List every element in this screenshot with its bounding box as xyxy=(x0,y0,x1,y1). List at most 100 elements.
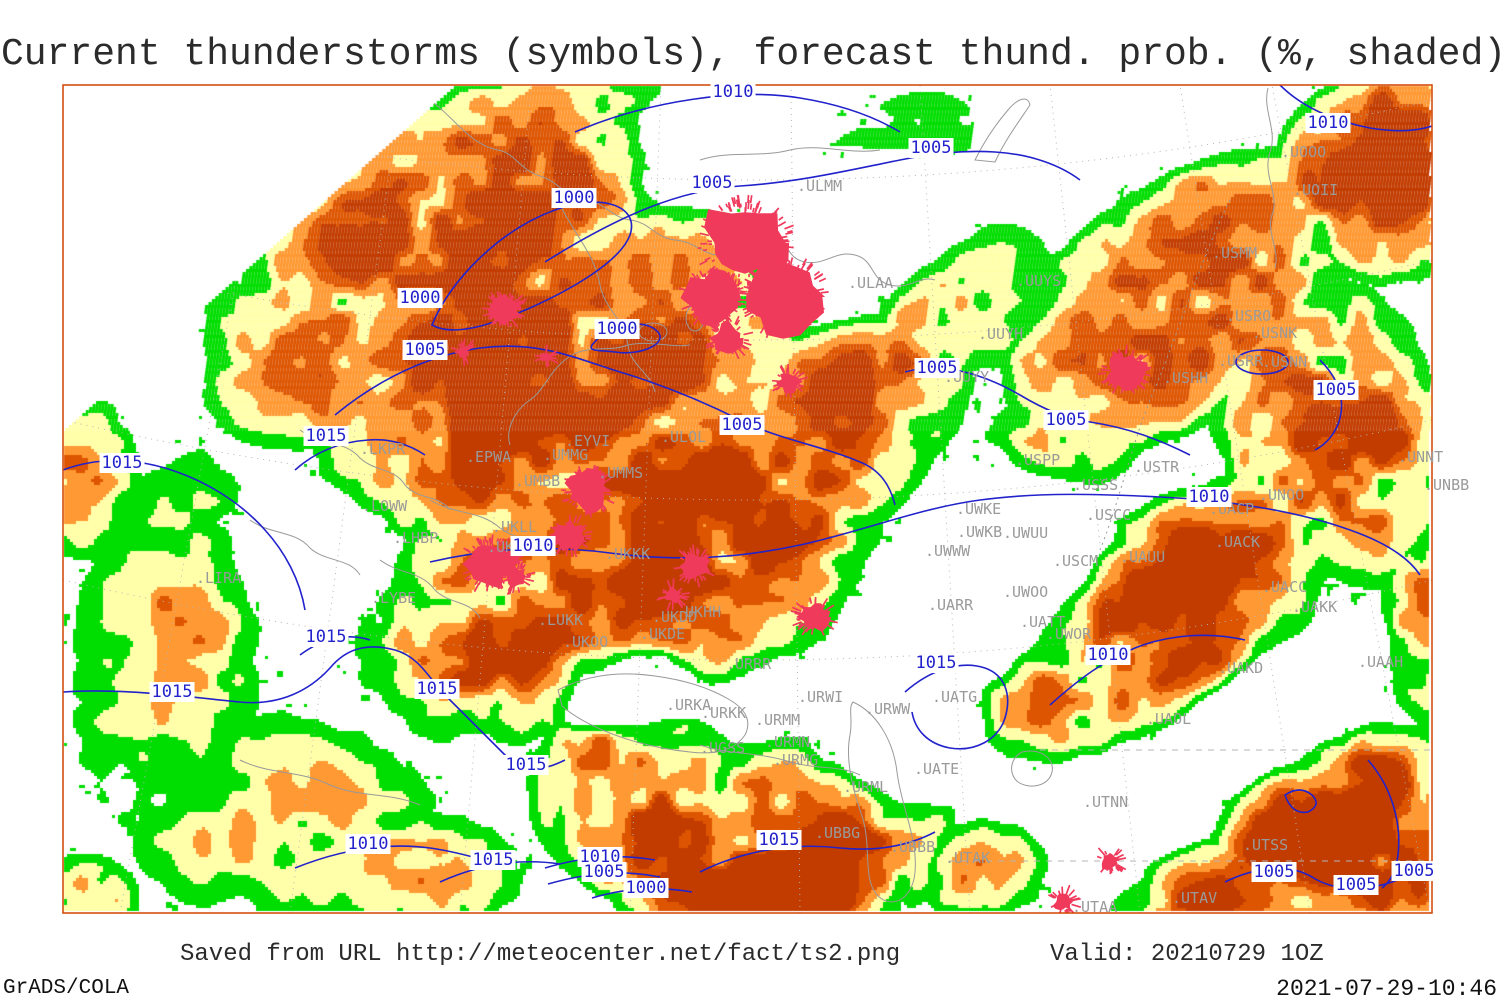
thunderstorm-symbol-hairs xyxy=(1097,344,1152,394)
station-label-uakk: .UAKK xyxy=(1292,598,1338,616)
thunderstorm-symbol-cluster xyxy=(679,553,711,580)
thunderstorm-symbols-layer xyxy=(451,194,1152,913)
station-label-uaol: .UAOL xyxy=(1146,710,1192,728)
thunderstorm-symbol-hairs xyxy=(656,578,691,612)
grads-cola-credit: GrADS/COLA xyxy=(3,977,130,1000)
station-label-ukhh: .UKHH xyxy=(676,603,722,621)
station-label-uwkb: .UWKB xyxy=(957,523,1003,541)
station-label-loww: .LOWW xyxy=(362,497,408,515)
station-label-ushh: .USHH xyxy=(1163,369,1209,387)
thunderstorm-symbol-cluster xyxy=(506,566,528,588)
station-label-ulol: .ULOL xyxy=(661,428,707,446)
station-label-usnn: .USNN xyxy=(1262,353,1308,371)
thunderstorm-symbol-cluster xyxy=(462,544,521,589)
station-label-uwuu: .UWUU xyxy=(1003,524,1049,542)
isobar-label: 1015 xyxy=(470,850,516,870)
station-label-uooo: .UOOO xyxy=(1281,143,1327,161)
station-label-ulaa: .ULAA xyxy=(848,274,894,292)
station-label-uuyh: .UUYH xyxy=(978,325,1024,343)
isobar-label: 1010 xyxy=(345,834,391,854)
station-label-uscc: .USCC xyxy=(1086,506,1132,524)
station-label-unnt: .UNNT xyxy=(1398,448,1444,466)
station-label-lhbp: .LHBP xyxy=(393,529,439,547)
station-label-unbb: .UNBB xyxy=(1424,476,1470,494)
station-label-utak: .UTAK xyxy=(945,849,991,867)
station-label-urrr: .URRR xyxy=(726,655,772,673)
station-label-urmm: .URMM xyxy=(755,711,801,729)
isobar-label: 1005 xyxy=(1391,861,1437,881)
thunderstorm-symbol-hairs xyxy=(561,464,615,518)
isobar-label: 1005 xyxy=(1333,875,1379,895)
station-label-uack: .UACK xyxy=(1215,533,1261,551)
isobar-label: 1010 xyxy=(1305,113,1351,133)
station-label-urmg: .URMG xyxy=(773,751,819,769)
isobar-label: 1010 xyxy=(1186,487,1232,507)
station-label-uwke: .UWKE xyxy=(956,500,1002,518)
station-label-usss: .USSS xyxy=(1073,476,1119,494)
station-label-uauu: .UAUU xyxy=(1120,548,1166,566)
station-label-uatt: .UATT xyxy=(1020,613,1066,631)
creation-timestamp: 2021-07-29-10:46 xyxy=(1276,976,1497,1000)
thunderstorm-symbol-hairs xyxy=(451,338,475,367)
thunderstorm-symbol-cluster xyxy=(709,319,744,354)
station-label-uuys: .UUYS xyxy=(1016,272,1062,290)
station-label-lukk: .LUKK xyxy=(538,611,584,629)
isobar-label: 1015 xyxy=(303,627,349,647)
thunderstorm-symbol-cluster xyxy=(1101,852,1119,870)
station-label-usrr: .USRR xyxy=(1218,352,1264,370)
isobar-label: 1000 xyxy=(594,319,640,339)
thunderstorm-symbol-hairs xyxy=(497,561,536,596)
station-label-uscm: .USCM xyxy=(1053,552,1099,570)
station-label-lira: .LIRA xyxy=(196,569,242,587)
thunderstorm-symbol-hairs xyxy=(1096,847,1127,875)
station-label-uwor: .UWOR xyxy=(1046,625,1092,643)
station-label-umbb: .UMBB xyxy=(515,472,561,490)
isobar-label: 1015 xyxy=(303,426,349,446)
thunderstorm-symbol-hairs xyxy=(737,254,829,339)
station-label-urka: .URKA xyxy=(666,696,712,714)
isobar-label: 1000 xyxy=(623,878,669,898)
station-label-utnn: .UTNN xyxy=(1083,793,1129,811)
isobar-label: 1005 xyxy=(1251,862,1297,882)
saved-from-url-text: Saved from URL http://meteocenter.net/fa… xyxy=(180,941,901,968)
station-label-urwi: .URWI xyxy=(798,688,844,706)
station-label-urkk: .URKK xyxy=(701,704,747,722)
station-label-urmn: .URMN xyxy=(765,733,811,751)
isobar-label: 1000 xyxy=(551,188,597,208)
station-label-lybe: .LYBE xyxy=(371,589,417,607)
station-label-ukoo: .UKOO xyxy=(563,633,609,651)
station-label-uarr: .UARR xyxy=(928,596,974,614)
station-label-ubbg: .UBBG xyxy=(815,824,861,842)
isobar-label: 1015 xyxy=(913,653,959,673)
station-label-ugss: .UGSS xyxy=(700,739,746,757)
station-label-uwoo: .UWOO xyxy=(1003,583,1049,601)
isobar-label: 1005 xyxy=(581,862,627,882)
station-label-uspp: .USPP xyxy=(1015,451,1061,469)
isobar-label: 1005 xyxy=(689,173,735,193)
isobar-label: 1005 xyxy=(1313,380,1359,400)
station-label-ummg: .UMMG xyxy=(543,446,589,464)
isobar-label: 1010 xyxy=(1085,645,1131,665)
isobar-label: 1005 xyxy=(908,138,954,158)
thunderstorm-symbol-hairs xyxy=(481,291,528,328)
station-label-uakd: .UAKD xyxy=(1218,659,1264,677)
isobar-label: 1010 xyxy=(510,536,556,556)
thunderstorm-symbol-cluster xyxy=(704,209,790,277)
station-label-unoo: .UNOO xyxy=(1259,486,1305,504)
isobar-label: 1005 xyxy=(402,340,448,360)
station-label-uacc: .UACC xyxy=(1262,578,1308,596)
station-label-ubbb: .UBBB xyxy=(890,838,936,856)
thunderstorm-symbol-hairs xyxy=(673,544,715,588)
thunderstorm-symbol-cluster xyxy=(540,352,552,362)
thunderstorm-symbol-hairs xyxy=(772,364,809,399)
station-label-utss: .UTSS xyxy=(1243,836,1289,854)
station-label-epwa: .EPWA xyxy=(466,448,512,466)
isobar-label: 1015 xyxy=(99,453,145,473)
station-label-ukll: .UKLL xyxy=(492,518,538,536)
station-label-uate: .UATE xyxy=(914,760,960,778)
thunderstorm-symbol-hairs xyxy=(546,514,593,558)
station-label-ulmm: .ULMM xyxy=(797,177,843,195)
